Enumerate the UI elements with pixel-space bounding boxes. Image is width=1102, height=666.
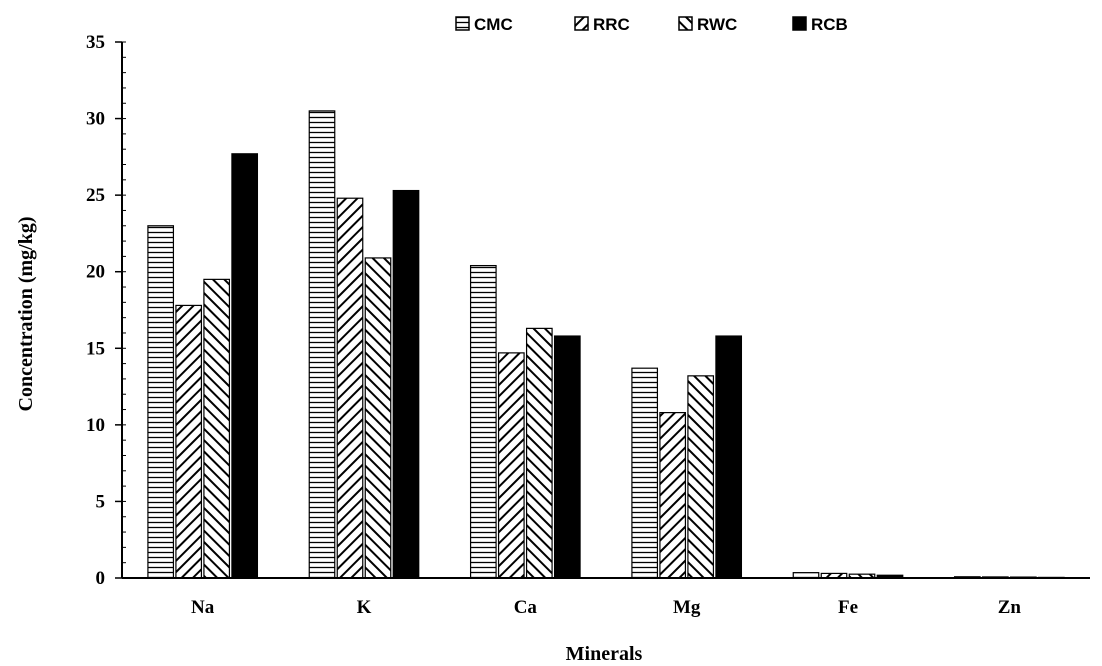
bar-rcb-na [231,153,259,579]
legend-swatch-rcb [792,16,807,31]
bar-rwc-na [203,278,231,579]
bar-rcb-mg [715,335,743,579]
bar-rrc-k [336,197,364,579]
y-tick-label: 10 [86,415,105,436]
y-tick-label: 25 [86,185,105,206]
y-tick-label: 20 [86,262,105,283]
y-axis-title: Concentration (mg/kg) [15,217,37,412]
legend: CMC RRC RWC RCB [455,15,848,34]
y-tick-label: 15 [86,338,105,359]
bar-rcb-ca [553,335,581,579]
x-tick-label-zn: Zn [998,597,1022,618]
x-tick-label-k: K [357,597,372,618]
bar-cmc-na [147,225,175,579]
legend-label-rwc: RWC [697,15,737,34]
x-tick-label-na: Na [191,597,215,618]
y-tick-label: 30 [86,109,105,130]
axes: 0 5 10 15 20 25 30 35 Na K Ca Mg Fe Zn [86,32,1090,618]
y-tick-label: 5 [96,491,106,512]
bar-rrc-ca [497,352,525,579]
bar-cmc-ca [469,264,497,579]
x-tick-label-fe: Fe [838,597,858,618]
legend-swatch-rwc [678,16,693,31]
bar-rrc-mg [659,412,687,579]
x-tick-label-ca: Ca [514,597,538,618]
bar-cmc-mg [631,367,659,579]
legend-label-cmc: CMC [474,15,513,34]
y-tick-label: 0 [96,568,106,589]
bar-rwc-k [364,257,392,579]
bar-rwc-ca [525,327,553,579]
legend-label-rcb: RCB [811,15,848,34]
bar-cmc-k [308,110,336,579]
legend-swatch-rrc [574,16,589,31]
x-axis-title: Minerals [566,643,643,665]
bar-rcb-k [392,189,420,579]
bar-rrc-na [175,304,203,579]
bar-rwc-mg [687,375,715,579]
legend-label-rrc: RRC [593,15,630,34]
bars [147,110,1065,579]
y-tick-label: 35 [86,32,105,53]
legend-swatch-cmc [455,16,470,31]
x-tick-label-mg: Mg [673,597,701,618]
